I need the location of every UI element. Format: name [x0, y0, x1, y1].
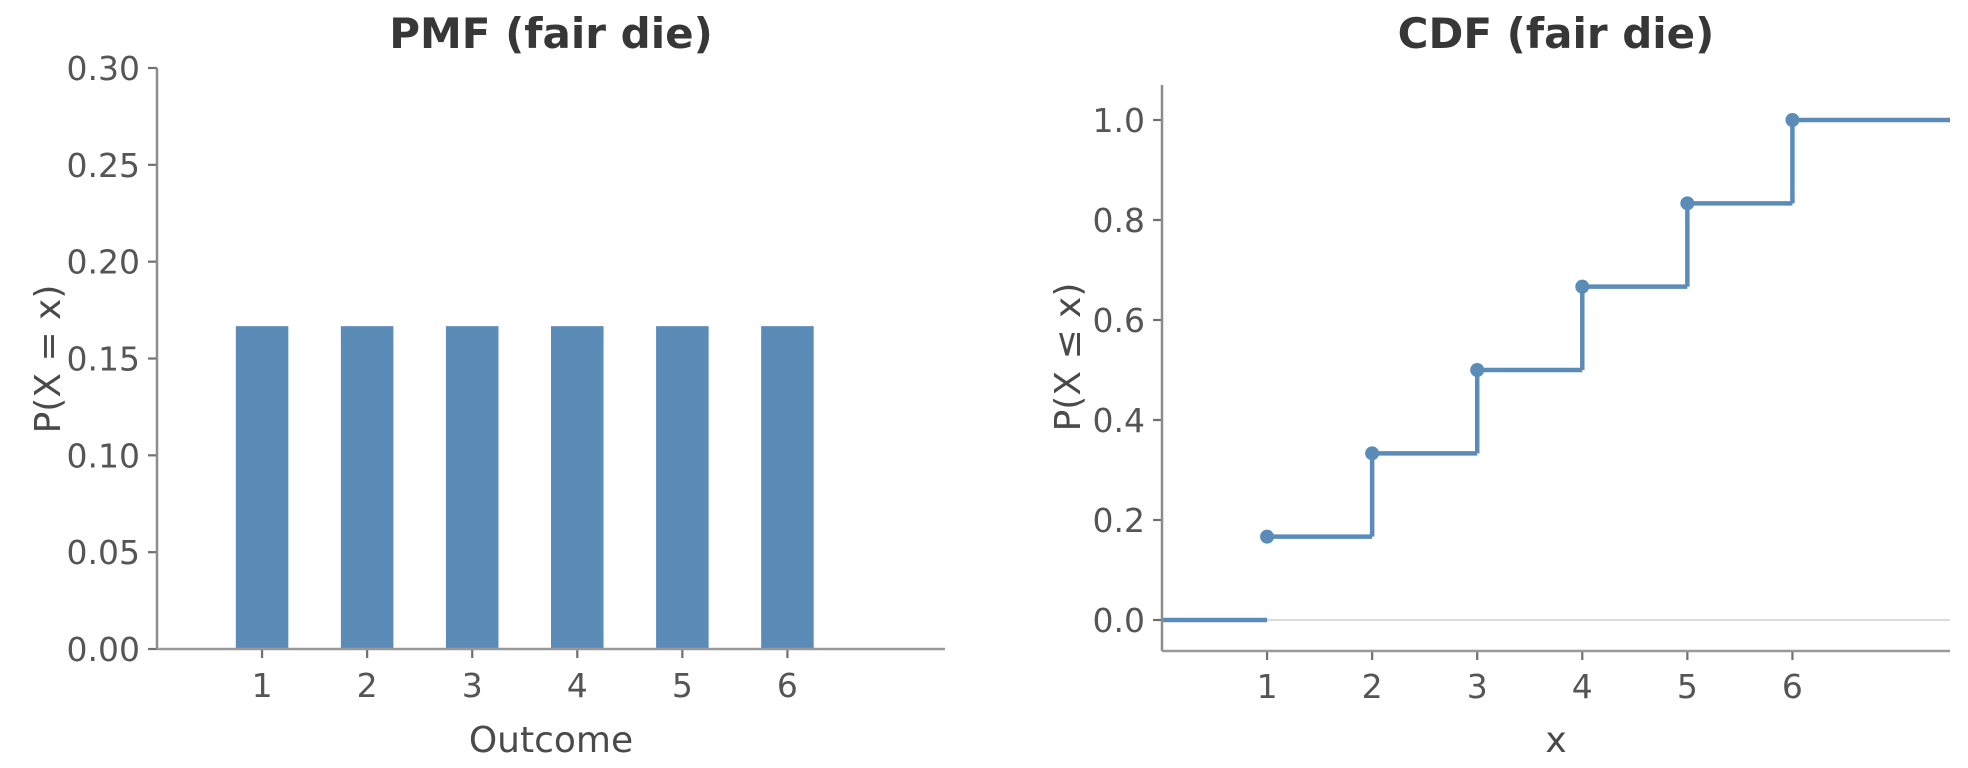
pmf-ticks: 0.00 0.05 0.10 0.15 0.20 0.25 0.30 1 2 3 4 5 6: [67, 49, 798, 705]
pmf-ytick-label: 0.05: [67, 533, 140, 572]
pmf-bar: [445, 326, 499, 649]
cdf-y-axis-label: P(X ≤ x): [1048, 283, 1089, 432]
cdf-xtick-label: 5: [1677, 667, 1698, 706]
cdf-ytick-label: 0.2: [1093, 501, 1145, 540]
pmf-xtick-label: 5: [672, 666, 693, 705]
cdf-xtick-label: 4: [1572, 667, 1593, 706]
cdf-ytick-label: 0.4: [1093, 401, 1145, 440]
pmf-x-axis-label: Outcome: [469, 720, 633, 761]
pmf-bars: [235, 326, 814, 649]
cdf-title: CDF (fair die): [1398, 9, 1715, 58]
cdf-chart: CDF (fair die) 0.00.20.40.60.81.01 2 3 4 5 6 …: [1048, 9, 1951, 761]
cdf-ytick-label: 1.0: [1093, 101, 1145, 140]
pmf-xtick-label: 2: [357, 666, 378, 705]
cdf-xtick-label: 1: [1257, 667, 1278, 706]
cdf-step-lines: [1162, 113, 1951, 623]
cdf-ytick-label: 0.6: [1093, 301, 1145, 340]
cdf-xtick-label: 6: [1782, 667, 1803, 706]
pmf-xtick-label: 4: [567, 666, 588, 705]
cdf-xtick-label: 3: [1467, 667, 1488, 706]
cdf-point-marker: [1575, 279, 1590, 294]
pmf-ytick-label: 0.15: [67, 340, 140, 379]
cdf-ytick-label: 0.0: [1093, 601, 1145, 640]
cdf-x-axis-label: x: [1545, 720, 1566, 761]
pmf-bar: [551, 326, 604, 649]
pmf-bar: [761, 326, 814, 649]
cdf-ticks: 0.0 0.2 0.4 0.6 0.8 1.0 1 2 3 4 5 6: [1093, 101, 1803, 706]
pmf-ytick-label: 0.10: [67, 436, 140, 475]
pmf-ytick-label: 0.00: [67, 630, 140, 669]
pmf-title: PMF (fair die): [389, 9, 713, 58]
pmf-ytick-label: 0.20: [67, 243, 140, 282]
pmf-chart: PMF (fair die) 0.000.050.100.150.200.250…: [28, 9, 945, 761]
pmf-xtick-label: 3: [462, 666, 483, 705]
cdf-point-marker: [1680, 196, 1695, 211]
cdf-ytick-label: 0.8: [1093, 201, 1145, 240]
pmf-bar: [235, 326, 289, 649]
cdf-point-marker: [1260, 529, 1275, 544]
pmf-bar: [656, 326, 709, 649]
pmf-ytick-label: 0.30: [67, 49, 140, 88]
cdf-xtick-label: 2: [1362, 667, 1383, 706]
cdf-point-marker: [1470, 363, 1485, 377]
pmf-y-axis-label: P(X = x): [28, 285, 69, 434]
pmf-xtick-label: 1: [252, 666, 273, 705]
cdf-point-marker: [1785, 113, 1800, 127]
cdf-point-marker: [1365, 446, 1380, 461]
pmf-xtick-label: 6: [777, 666, 798, 705]
pmf-bar: [340, 326, 394, 649]
pmf-ytick-label: 0.25: [67, 146, 140, 185]
